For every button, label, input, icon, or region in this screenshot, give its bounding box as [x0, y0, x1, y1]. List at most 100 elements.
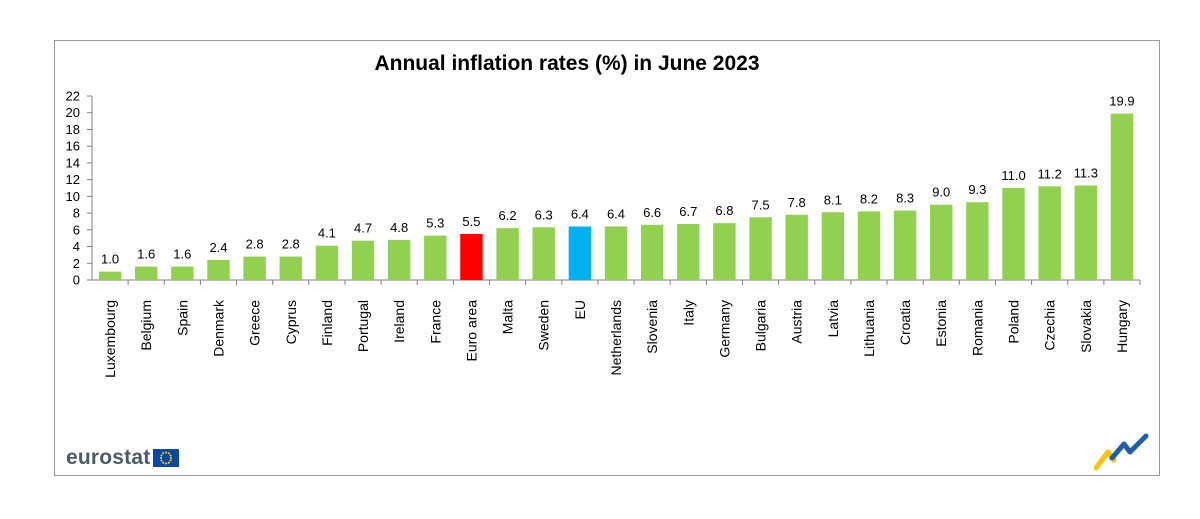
y-tick-label: 0	[73, 273, 80, 288]
data-label: 9.3	[968, 182, 986, 197]
data-label: 1.6	[137, 247, 155, 262]
bar	[279, 256, 302, 280]
bar	[677, 223, 700, 280]
data-label: 6.7	[679, 204, 697, 219]
data-label: 9.0	[932, 185, 950, 200]
category-label: Greece	[247, 300, 263, 346]
category-label: Hungary	[1114, 300, 1130, 353]
category-label: Italy	[680, 300, 696, 326]
category-label: Netherlands	[608, 300, 624, 376]
y-tick-label: 10	[66, 189, 80, 204]
category-label: Czechia	[1042, 300, 1058, 351]
bar	[387, 239, 411, 280]
eurostat-logo: eurostat	[66, 446, 180, 470]
data-label: 19.9	[1109, 94, 1134, 109]
eu-flag-icon	[153, 449, 180, 467]
y-tick-label: 6	[73, 222, 80, 237]
logo-text: eurostat	[66, 446, 151, 469]
bar	[351, 240, 375, 280]
data-label: 6.4	[571, 206, 589, 221]
category-label: Euro area	[463, 300, 479, 362]
y-tick-label: 8	[73, 206, 80, 221]
bar	[496, 228, 519, 280]
category-label: Portugal	[355, 300, 371, 352]
data-label: 8.3	[896, 191, 914, 206]
data-label: 6.2	[499, 208, 517, 223]
data-label: 5.3	[426, 216, 444, 231]
bar	[930, 204, 953, 280]
data-label: 2.8	[282, 237, 300, 252]
bar	[568, 226, 592, 280]
data-label: 5.5	[462, 214, 480, 229]
data-label: 2.8	[246, 237, 264, 252]
y-tick-label: 20	[66, 105, 80, 120]
data-label: 11.0	[1001, 168, 1025, 183]
y-tick-label: 18	[66, 122, 80, 137]
bar	[135, 266, 158, 280]
bar	[785, 214, 808, 280]
y-tick-label: 14	[66, 155, 80, 170]
category-label: Ireland	[391, 300, 407, 343]
category-label: Slovenia	[644, 300, 660, 354]
chart-title: Annual inflation rates (%) in June 2023	[374, 52, 759, 75]
data-label: 4.1	[318, 226, 336, 241]
category-label: Finland	[319, 300, 335, 346]
bar	[640, 224, 664, 280]
bar	[604, 226, 628, 280]
data-label: 11.3	[1074, 165, 1098, 180]
category-label: Austria	[789, 300, 805, 344]
category-label: Estonia	[933, 300, 949, 347]
category-label: Denmark	[210, 299, 226, 357]
bar	[821, 212, 845, 280]
category-label: Latvia	[825, 300, 841, 338]
bars	[98, 113, 1141, 285]
data-label: 11.2	[1037, 166, 1061, 181]
y-tick-label: 4	[73, 239, 80, 254]
bar	[460, 234, 483, 280]
category-label: Spain	[174, 300, 190, 336]
data-label: 2.4	[209, 240, 227, 255]
data-label: 7.5	[752, 197, 770, 212]
category-label: Cyprus	[283, 300, 299, 344]
category-label: Malta	[500, 300, 516, 334]
bar	[171, 266, 194, 280]
bar	[713, 223, 736, 280]
bar	[315, 245, 339, 280]
bar	[857, 211, 881, 280]
bar	[207, 259, 230, 280]
data-labels: 1.0 1.6 1.6 2.4 2.8 2.8 4.1 4.7 4.8 5.3 5.5 6.2 6.3 6…	[101, 94, 1135, 267]
category-labels: Luxembourg Belgium Spain Denmark Greece Cypru…	[102, 299, 1130, 378]
bar	[532, 227, 555, 280]
data-label: 6.3	[535, 207, 553, 222]
bar	[243, 256, 266, 280]
data-label: 1.6	[173, 247, 191, 262]
data-label: 8.1	[824, 192, 842, 207]
y-tick-label: 12	[66, 172, 80, 187]
category-label: Belgium	[138, 300, 154, 351]
bar	[1002, 188, 1025, 280]
category-label: Poland	[1006, 300, 1022, 344]
data-label: 7.8	[788, 195, 806, 210]
eurostat-corner-mark-icon	[1094, 433, 1149, 471]
category-label: Croatia	[897, 300, 913, 345]
y-tick-label: 16	[66, 139, 80, 154]
data-label: 6.6	[643, 205, 661, 220]
y-tick-label: 2	[73, 256, 80, 271]
bar	[1074, 185, 1097, 280]
bar	[966, 202, 989, 280]
category-label: Luxembourg	[102, 300, 118, 378]
bar	[1110, 113, 1134, 281]
category-label: Germany	[716, 300, 732, 358]
category-label: Lithuania	[861, 300, 877, 357]
data-label: 6.4	[607, 206, 625, 221]
data-label: 1.0	[101, 252, 119, 267]
category-label: Bulgaria	[753, 300, 769, 352]
data-label: 4.8	[390, 220, 408, 235]
bar	[424, 235, 447, 280]
data-label: 4.7	[354, 221, 372, 236]
bar	[98, 271, 122, 280]
bar	[1038, 186, 1061, 280]
y-tick-label: 22	[66, 89, 80, 104]
